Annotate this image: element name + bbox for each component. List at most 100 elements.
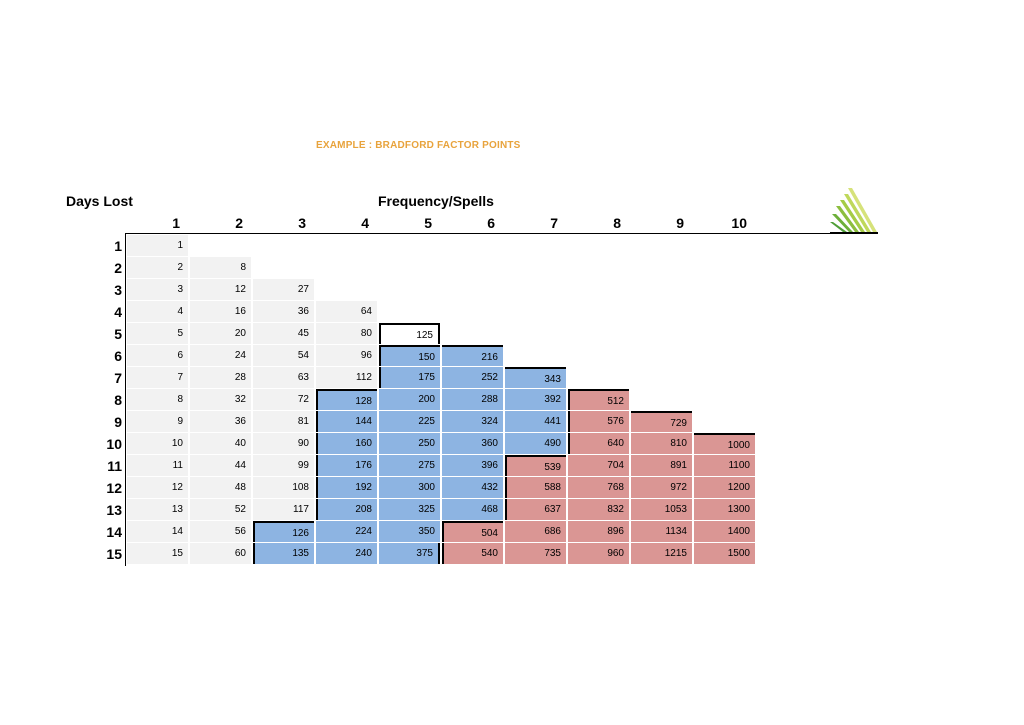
table-cell: 7: [127, 367, 188, 388]
table-cell: 117: [253, 499, 314, 520]
table-cell: 72: [253, 389, 314, 410]
table-cell: 1053: [631, 499, 692, 520]
table-cell: 4: [127, 301, 188, 322]
table-cell: 125: [379, 323, 440, 344]
column-header: 6: [487, 215, 495, 231]
table-cell: 160: [316, 433, 377, 454]
column-header: 3: [298, 215, 306, 231]
table-cell: 63: [253, 367, 314, 388]
column-header: 10: [731, 215, 747, 231]
table-cell: 15: [127, 543, 188, 564]
column-header: 7: [550, 215, 558, 231]
table-cell: 1000: [694, 433, 755, 454]
table-cell: 1134: [631, 521, 692, 542]
table-cell: 1500: [694, 543, 755, 564]
table-cell: 48: [190, 477, 251, 498]
table-cell: 1300: [694, 499, 755, 520]
table-cell: 11: [127, 455, 188, 476]
table-cell: 99: [253, 455, 314, 476]
table-cell: 3: [127, 279, 188, 300]
column-header: 1: [172, 215, 180, 231]
table-cell: 8: [127, 389, 188, 410]
table-cell: 392: [505, 389, 566, 410]
table-cell: 325: [379, 499, 440, 520]
table-cell: 192: [316, 477, 377, 498]
table-cell: 640: [568, 433, 629, 454]
table-cell: 735: [505, 543, 566, 564]
table-cell: 1100: [694, 455, 755, 476]
table-cell: 637: [505, 499, 566, 520]
table-cell: 350: [379, 521, 440, 542]
table-cell: 891: [631, 455, 692, 476]
table-cell: 240: [316, 543, 377, 564]
table-cell: 208: [316, 499, 377, 520]
table-cell: 36: [190, 411, 251, 432]
table-cell: 375: [379, 543, 440, 564]
table-cell: 175: [379, 367, 440, 388]
table-cell: 44: [190, 455, 251, 476]
table-cell: 27: [253, 279, 314, 300]
row-header: 15: [106, 546, 122, 562]
table-cell: 54: [253, 345, 314, 366]
row-header-divider: [125, 234, 126, 566]
table-cell: 135: [253, 543, 314, 564]
table-cell: 9: [127, 411, 188, 432]
column-header: 4: [361, 215, 369, 231]
table-cell: 704: [568, 455, 629, 476]
column-header: 2: [235, 215, 243, 231]
table-cell: 252: [442, 367, 503, 388]
table-cell: 6: [127, 345, 188, 366]
table-cell: 810: [631, 433, 692, 454]
table-cell: 1: [127, 235, 188, 256]
row-header: 12: [106, 480, 122, 496]
table-cell: 128: [316, 389, 377, 410]
table-cell: 40: [190, 433, 251, 454]
column-header: 8: [613, 215, 621, 231]
table-cell: 96: [316, 345, 377, 366]
table-cell: 52: [190, 499, 251, 520]
table-cell: 972: [631, 477, 692, 498]
table-cell: 539: [505, 455, 566, 476]
table-cell: 288: [442, 389, 503, 410]
table-cell: 1215: [631, 543, 692, 564]
row-header: 3: [114, 282, 122, 298]
table-cell: 504: [442, 521, 503, 542]
table-cell: 176: [316, 455, 377, 476]
table-cell: 343: [505, 367, 566, 388]
table-cell: 64: [316, 301, 377, 322]
column-header: 5: [424, 215, 432, 231]
row-header: 14: [106, 524, 122, 540]
table-cell: 512: [568, 389, 629, 410]
row-header: 6: [114, 348, 122, 364]
table-cell: 490: [505, 433, 566, 454]
table-cell: 24: [190, 345, 251, 366]
table-cell: 225: [379, 411, 440, 432]
row-header: 1: [114, 238, 122, 254]
column-header: 9: [676, 215, 684, 231]
table-cell: 12: [127, 477, 188, 498]
frequency-spells-label: Frequency/Spells: [378, 193, 494, 209]
row-header: 10: [106, 436, 122, 452]
table-cell: 36: [253, 301, 314, 322]
row-header: 9: [114, 414, 122, 430]
table-cell: 80: [316, 323, 377, 344]
table-cell: 12: [190, 279, 251, 300]
table-cell: 588: [505, 477, 566, 498]
table-cell: 960: [568, 543, 629, 564]
table-cell: 81: [253, 411, 314, 432]
table-cell: 14: [127, 521, 188, 542]
table-cell: 250: [379, 433, 440, 454]
table-cell: 28: [190, 367, 251, 388]
table-cell: 768: [568, 477, 629, 498]
table-cell: 300: [379, 477, 440, 498]
days-lost-label: Days Lost: [66, 193, 133, 209]
table-cell: 832: [568, 499, 629, 520]
table-cell: 360: [442, 433, 503, 454]
row-header: 8: [114, 392, 122, 408]
table-cell: 896: [568, 521, 629, 542]
table-cell: 108: [253, 477, 314, 498]
table-cell: 16: [190, 301, 251, 322]
table-cell: 275: [379, 455, 440, 476]
table-cell: 1400: [694, 521, 755, 542]
row-header: 7: [114, 370, 122, 386]
